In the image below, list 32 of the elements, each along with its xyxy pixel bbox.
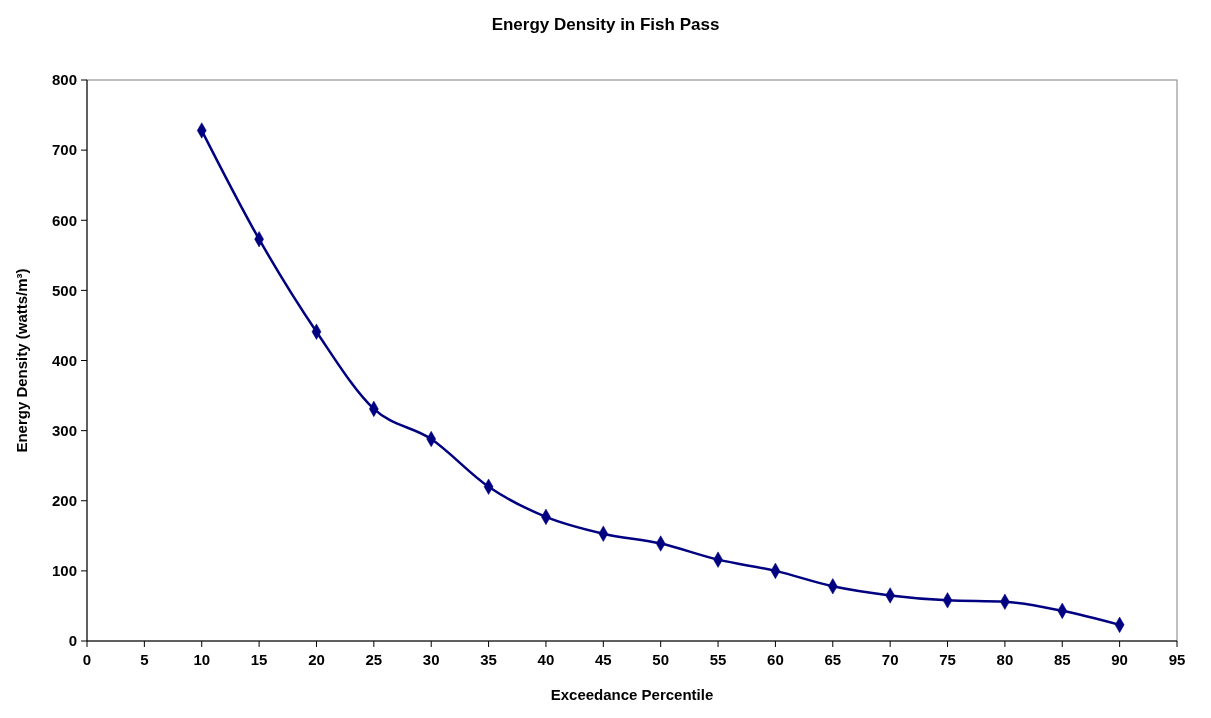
x-tick-label: 25 (365, 651, 383, 668)
x-tick-label: 50 (652, 651, 670, 668)
x-tick-label: 90 (1111, 651, 1128, 668)
y-tick-label: 500 (51, 281, 77, 299)
y-tick-label: 700 (51, 141, 77, 159)
x-tick-label: 60 (767, 651, 784, 668)
x-tick-label: 85 (1053, 651, 1071, 668)
x-tick-label: 65 (824, 651, 842, 668)
x-tick-label: 40 (537, 651, 555, 668)
y-tick-label: 600 (51, 211, 77, 229)
y-tick-label: 100 (51, 562, 77, 580)
y-tick-label: 200 (51, 492, 77, 509)
y-axis-title: Energy Density (watts/m³) (13, 268, 30, 453)
x-tick-label: 45 (594, 651, 612, 668)
x-tick-label: 0 (82, 651, 92, 668)
y-tick-label: 0 (68, 632, 77, 650)
x-axis-title: Exceedance Percentile (550, 686, 714, 703)
chart-title: Energy Density in Fish Pass (491, 15, 720, 34)
x-tick-label: 30 (422, 651, 440, 668)
x-tick-label: 95 (1168, 651, 1186, 668)
x-tick-label: 70 (881, 651, 899, 668)
x-tick-label: 20 (308, 651, 325, 668)
x-tick-label: 15 (250, 651, 268, 668)
x-tick-label: 55 (709, 651, 727, 668)
x-tick-label: 35 (480, 651, 497, 668)
x-tick-label: 80 (996, 651, 1014, 668)
y-tick-label: 400 (51, 351, 77, 369)
y-tick-label: 800 (51, 71, 77, 89)
y-tick-label: 300 (51, 421, 77, 439)
x-tick-label: 75 (939, 651, 956, 668)
x-tick-label: 10 (193, 651, 211, 668)
x-tick-label: 5 (140, 651, 149, 668)
